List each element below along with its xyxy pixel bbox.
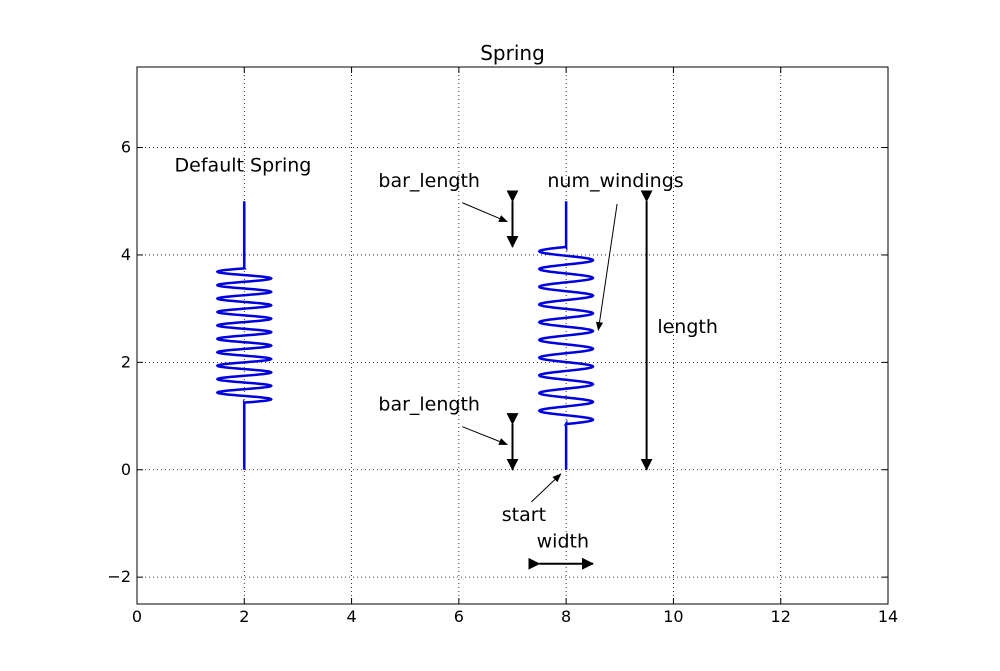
x-tick-label: 8	[561, 607, 571, 626]
x-tick-label: 2	[239, 607, 249, 626]
x-tick-label: 14	[878, 607, 898, 626]
x-tick-label: 4	[346, 607, 356, 626]
annotation-arrow	[530, 473, 562, 503]
ticks: 0 2 4 6 8 10 12 14 −2 0 2 4 6	[107, 67, 898, 626]
spring-2	[537, 201, 595, 470]
y-tick-label: 0	[121, 460, 131, 479]
plot-area-frame	[136, 66, 889, 605]
y-tick-label: 4	[121, 245, 131, 264]
x-tick-label: 6	[454, 607, 464, 626]
annotation-label: start	[502, 504, 546, 526]
chart-title: Spring	[480, 41, 545, 65]
annotation-arrow	[462, 426, 508, 445]
springs	[215, 201, 595, 470]
annotation-label: num_windings	[547, 170, 683, 192]
annotation-arrow	[462, 202, 508, 223]
annotation-label: length	[657, 316, 718, 338]
x-tick-label: 0	[132, 607, 142, 626]
annotation-arrow	[595, 203, 618, 332]
y-tick-label: 2	[121, 352, 131, 371]
y-tick-label: 6	[121, 138, 131, 157]
y-tick-label: −2	[107, 567, 131, 586]
x-tick-label: 10	[663, 607, 683, 626]
x-tick-label: 12	[771, 607, 791, 626]
annotation-label: bar_length	[378, 394, 480, 416]
annotation-label: Default Spring	[175, 155, 312, 177]
annotation-label: width	[537, 531, 589, 553]
dimension-arrows	[506, 190, 653, 570]
annotation-label: bar_length	[378, 170, 480, 192]
spring-1	[215, 201, 273, 470]
annotations: Default Spring bar_length num_windingsleng…	[175, 155, 718, 553]
